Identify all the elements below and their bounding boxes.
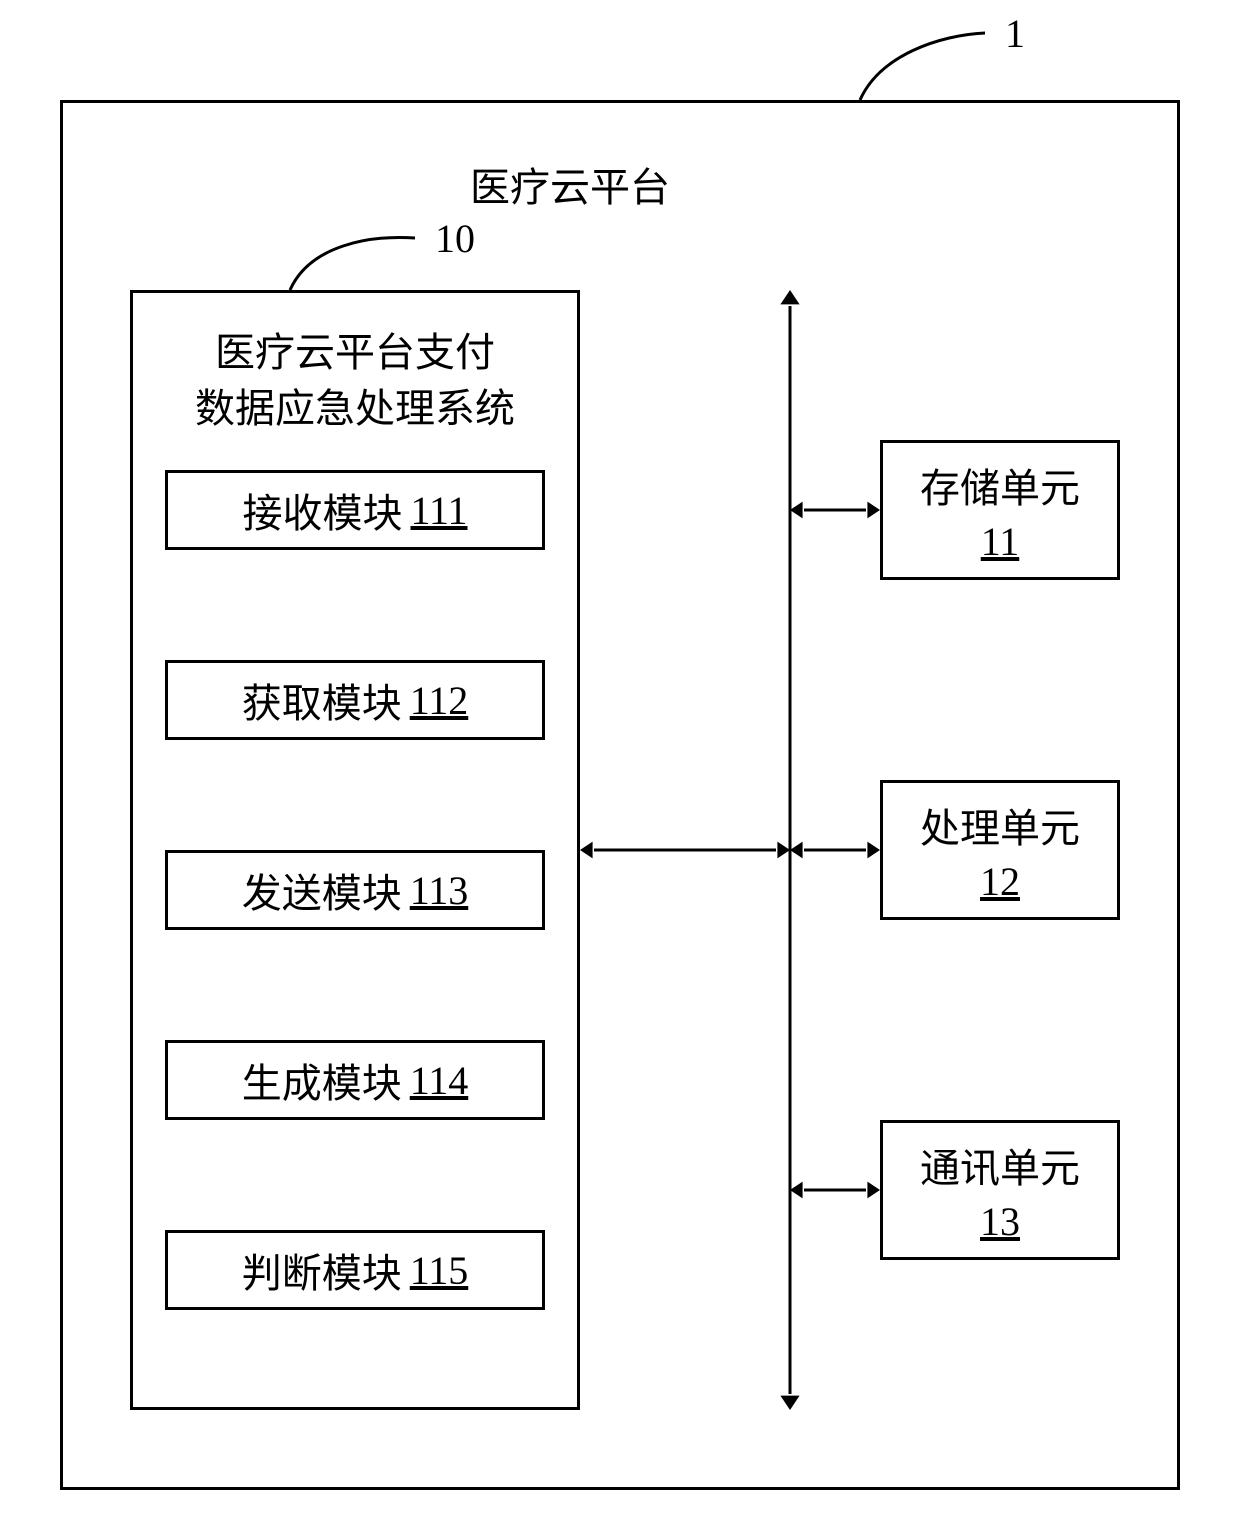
platform-ref-label: 1 xyxy=(1005,10,1025,57)
unit-box-storage: 存储单元 11 xyxy=(880,440,1120,580)
unit-num: 11 xyxy=(981,518,1020,565)
module-num: 114 xyxy=(410,1057,469,1104)
module-box-acquire: 获取模块 112 xyxy=(165,660,545,740)
module-num: 113 xyxy=(410,867,469,914)
unit-label: 通讯单元 xyxy=(920,1136,1080,1194)
unit-num: 12 xyxy=(980,858,1020,905)
unit-box-comm: 通讯单元 13 xyxy=(880,1120,1120,1260)
module-label: 发送模块 xyxy=(242,861,402,919)
module-box-judge: 判断模块 115 xyxy=(165,1230,545,1310)
module-label: 获取模块 xyxy=(242,671,402,729)
system-title-line1: 医疗云平台支付 xyxy=(170,325,540,381)
unit-num: 13 xyxy=(980,1198,1020,1245)
module-box-receive: 接收模块 111 xyxy=(165,470,545,550)
module-num: 112 xyxy=(410,677,469,724)
system-title: 医疗云平台支付 数据应急处理系统 xyxy=(170,325,540,437)
unit-label: 存储单元 xyxy=(920,456,1080,514)
unit-box-processing: 处理单元 12 xyxy=(880,780,1120,920)
module-label: 接收模块 xyxy=(242,481,402,539)
system-title-line2: 数据应急处理系统 xyxy=(170,381,540,437)
platform-title: 医疗云平台 xyxy=(470,155,670,213)
module-label: 判断模块 xyxy=(242,1241,402,1299)
module-box-generate: 生成模块 114 xyxy=(165,1040,545,1120)
system-ref-label: 10 xyxy=(435,215,475,262)
unit-label: 处理单元 xyxy=(920,796,1080,854)
module-label: 生成模块 xyxy=(242,1051,402,1109)
diagram-canvas: 1 医疗云平台 10 医疗云平台支付 数据应急处理系统 接收模块 111 获取模… xyxy=(0,0,1240,1538)
module-num: 111 xyxy=(410,487,467,534)
module-num: 115 xyxy=(410,1247,469,1294)
module-box-send: 发送模块 113 xyxy=(165,850,545,930)
